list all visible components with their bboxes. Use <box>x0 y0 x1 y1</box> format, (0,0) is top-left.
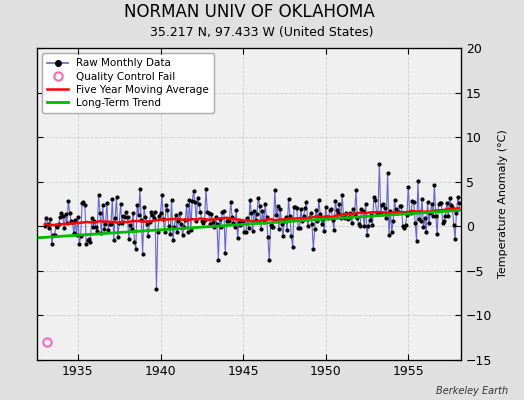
Text: Berkeley Earth: Berkeley Earth <box>436 386 508 396</box>
Y-axis label: Temperature Anomaly (°C): Temperature Anomaly (°C) <box>498 130 508 278</box>
Title: NORMAN UNIV OF OKLAHOMA: NORMAN UNIV OF OKLAHOMA <box>124 4 374 22</box>
Legend: Raw Monthly Data, Quality Control Fail, Five Year Moving Average, Long-Term Tren: Raw Monthly Data, Quality Control Fail, … <box>42 53 214 113</box>
Text: 35.217 N, 97.433 W (United States): 35.217 N, 97.433 W (United States) <box>150 26 374 39</box>
